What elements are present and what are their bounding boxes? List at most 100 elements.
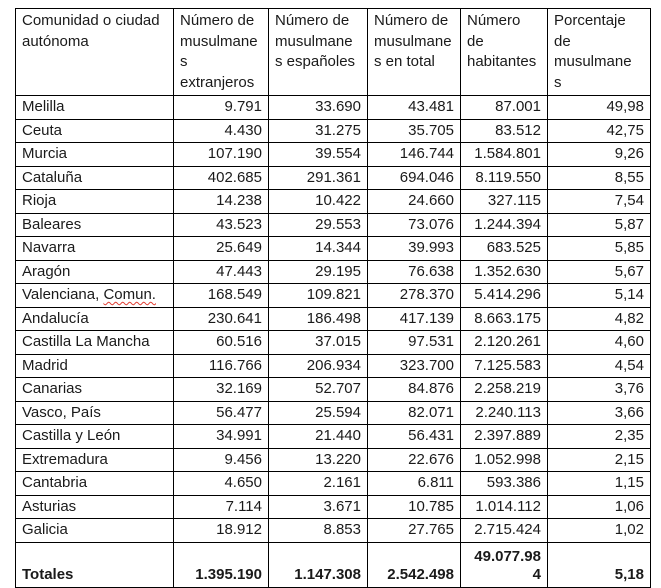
region-cell[interactable]: Vasco, País <box>15 400 174 425</box>
espanoles-cell[interactable]: 8.853 <box>268 518 368 543</box>
habitantes-cell[interactable]: 8.663.175 <box>460 306 548 331</box>
espanoles-cell[interactable]: 29.195 <box>268 259 368 284</box>
column-header-porcentaje[interactable]: Porcentaje de musulmane s <box>547 8 651 96</box>
habitantes-cell[interactable]: 327.115 <box>460 189 548 214</box>
porcentaje-cell[interactable]: 8,55 <box>547 165 651 190</box>
habitantes-cell[interactable]: 2.240.113 <box>460 400 548 425</box>
habitantes-cell[interactable]: 1.352.630 <box>460 259 548 284</box>
espanoles-cell[interactable]: 25.594 <box>268 400 368 425</box>
habitantes-cell[interactable]: 2.258.219 <box>460 377 548 402</box>
column-header-total[interactable]: Número de musulmane s en total <box>367 8 461 96</box>
column-header-espanoles[interactable]: Número de musulmane s españoles <box>268 8 368 96</box>
extranjeros-cell[interactable]: 7.114 <box>173 494 269 519</box>
espanoles-cell[interactable]: 21.440 <box>268 424 368 449</box>
extranjeros-cell[interactable]: 230.641 <box>173 306 269 331</box>
total-cell[interactable]: 84.876 <box>367 377 461 402</box>
habitantes-cell[interactable]: 87.001 <box>460 95 548 120</box>
porcentaje-cell[interactable]: 5,67 <box>547 259 651 284</box>
extranjeros-cell[interactable]: 47.443 <box>173 259 269 284</box>
habitantes-cell[interactable]: 1.014.112 <box>460 494 548 519</box>
column-header-extranjeros[interactable]: Número de musulmane s extranjeros <box>173 8 269 96</box>
espanoles-cell[interactable]: 39.554 <box>268 142 368 167</box>
region-cell[interactable]: Asturias <box>15 494 174 519</box>
total-cell[interactable]: 417.139 <box>367 306 461 331</box>
region-cell[interactable]: Aragón <box>15 259 174 284</box>
porcentaje-cell[interactable]: 5,87 <box>547 212 651 237</box>
espanoles-cell[interactable]: 14.344 <box>268 236 368 261</box>
extranjeros-cell[interactable]: 107.190 <box>173 142 269 167</box>
porcentaje-cell[interactable]: 3,76 <box>547 377 651 402</box>
region-cell[interactable]: Valenciana, Comun. <box>15 283 174 308</box>
totals-espanoles-cell[interactable]: 1.147.308 <box>268 541 368 588</box>
totals-habitantes-cell[interactable]: 49.077.984 <box>460 541 548 588</box>
espanoles-cell[interactable]: 31.275 <box>268 118 368 143</box>
total-cell[interactable]: 323.700 <box>367 353 461 378</box>
region-cell[interactable]: Cataluña <box>15 165 174 190</box>
region-cell[interactable]: Canarias <box>15 377 174 402</box>
total-cell[interactable]: 73.076 <box>367 212 461 237</box>
habitantes-cell[interactable]: 593.386 <box>460 471 548 496</box>
total-cell[interactable]: 10.785 <box>367 494 461 519</box>
porcentaje-cell[interactable]: 49,98 <box>547 95 651 120</box>
habitantes-cell[interactable]: 1.584.801 <box>460 142 548 167</box>
region-cell[interactable]: Castilla y León <box>15 424 174 449</box>
misspelled-word[interactable]: Comun. <box>103 286 156 303</box>
espanoles-cell[interactable]: 3.671 <box>268 494 368 519</box>
region-cell[interactable]: Rioja <box>15 189 174 214</box>
total-cell[interactable]: 24.660 <box>367 189 461 214</box>
porcentaje-cell[interactable]: 4,60 <box>547 330 651 355</box>
total-cell[interactable]: 56.431 <box>367 424 461 449</box>
habitantes-cell[interactable]: 83.512 <box>460 118 548 143</box>
extranjeros-cell[interactable]: 116.766 <box>173 353 269 378</box>
extranjeros-cell[interactable]: 4.650 <box>173 471 269 496</box>
porcentaje-cell[interactable]: 4,82 <box>547 306 651 331</box>
total-cell[interactable]: 6.811 <box>367 471 461 496</box>
espanoles-cell[interactable]: 33.690 <box>268 95 368 120</box>
espanoles-cell[interactable]: 52.707 <box>268 377 368 402</box>
extranjeros-cell[interactable]: 14.238 <box>173 189 269 214</box>
total-cell[interactable]: 35.705 <box>367 118 461 143</box>
porcentaje-cell[interactable]: 9,26 <box>547 142 651 167</box>
espanoles-cell[interactable]: 10.422 <box>268 189 368 214</box>
habitantes-cell[interactable]: 1.052.998 <box>460 447 548 472</box>
porcentaje-cell[interactable]: 1,02 <box>547 518 651 543</box>
totals-region-cell[interactable]: Totales <box>15 541 174 588</box>
extranjeros-cell[interactable]: 32.169 <box>173 377 269 402</box>
extranjeros-cell[interactable]: 25.649 <box>173 236 269 261</box>
region-cell[interactable]: Melilla <box>15 95 174 120</box>
habitantes-cell[interactable]: 2.120.261 <box>460 330 548 355</box>
region-cell[interactable]: Ceuta <box>15 118 174 143</box>
porcentaje-cell[interactable]: 5,14 <box>547 283 651 308</box>
column-header-region[interactable]: Comunidad o ciudad autónoma <box>15 8 174 96</box>
porcentaje-cell[interactable]: 7,54 <box>547 189 651 214</box>
porcentaje-cell[interactable]: 2,15 <box>547 447 651 472</box>
habitantes-cell[interactable]: 5.414.296 <box>460 283 548 308</box>
porcentaje-cell[interactable]: 3,66 <box>547 400 651 425</box>
total-cell[interactable]: 27.765 <box>367 518 461 543</box>
column-header-habitantes[interactable]: Número de habitantes <box>460 8 548 96</box>
porcentaje-cell[interactable]: 1,15 <box>547 471 651 496</box>
region-cell[interactable]: Baleares <box>15 212 174 237</box>
total-cell[interactable]: 39.993 <box>367 236 461 261</box>
region-cell[interactable]: Cantabria <box>15 471 174 496</box>
extranjeros-cell[interactable]: 9.456 <box>173 447 269 472</box>
habitantes-cell[interactable]: 1.244.394 <box>460 212 548 237</box>
porcentaje-cell[interactable]: 1,06 <box>547 494 651 519</box>
extranjeros-cell[interactable]: 168.549 <box>173 283 269 308</box>
porcentaje-cell[interactable]: 5,85 <box>547 236 651 261</box>
espanoles-cell[interactable]: 37.015 <box>268 330 368 355</box>
extranjeros-cell[interactable]: 56.477 <box>173 400 269 425</box>
porcentaje-cell[interactable]: 2,35 <box>547 424 651 449</box>
region-cell[interactable]: Extremadura <box>15 447 174 472</box>
habitantes-cell[interactable]: 7.125.583 <box>460 353 548 378</box>
region-cell[interactable]: Galicia <box>15 518 174 543</box>
region-cell[interactable]: Navarra <box>15 236 174 261</box>
extranjeros-cell[interactable]: 402.685 <box>173 165 269 190</box>
espanoles-cell[interactable]: 186.498 <box>268 306 368 331</box>
region-cell[interactable]: Madrid <box>15 353 174 378</box>
espanoles-cell[interactable]: 29.553 <box>268 212 368 237</box>
espanoles-cell[interactable]: 291.361 <box>268 165 368 190</box>
porcentaje-cell[interactable]: 42,75 <box>547 118 651 143</box>
total-cell[interactable]: 694.046 <box>367 165 461 190</box>
habitantes-cell[interactable]: 683.525 <box>460 236 548 261</box>
